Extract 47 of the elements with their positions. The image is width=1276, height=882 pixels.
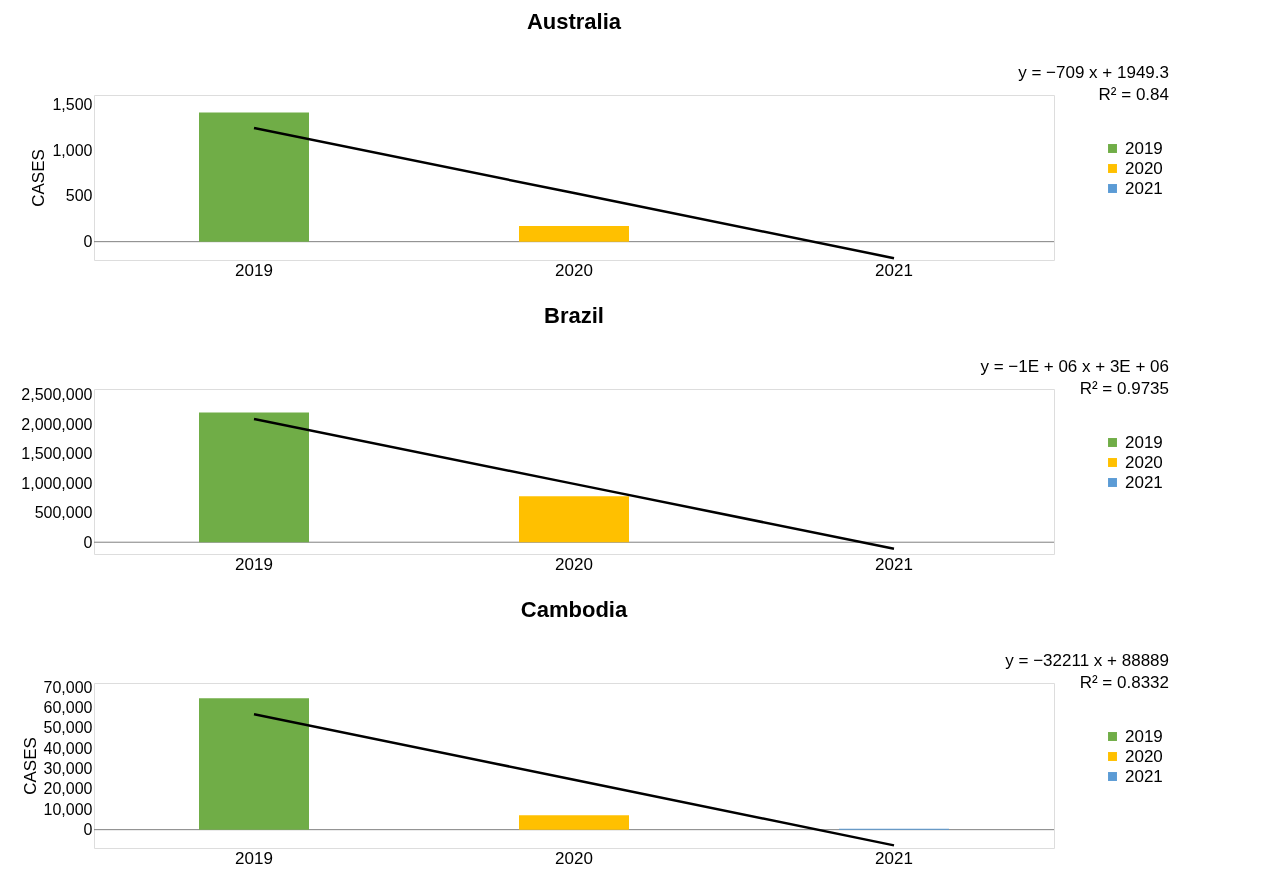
- y-tick-label: 500,000: [34, 504, 93, 522]
- y-tick-label: 1,500: [52, 95, 93, 113]
- text: y = −32211 x + 88889: [1005, 651, 1169, 670]
- x-tick-label: 2020: [555, 554, 593, 574]
- text: y = −709 x + 1949.3: [1018, 63, 1169, 82]
- y-axis-title: CASES: [29, 149, 49, 207]
- x-tick-label: 2019: [235, 260, 273, 280]
- y-tick-label: 10,000: [43, 800, 93, 818]
- legend-label: 2019: [1125, 138, 1163, 158]
- x-tick-label: 2021: [875, 848, 913, 868]
- chart-title: Australia: [526, 9, 622, 34]
- legend-label: 2021: [1125, 178, 1163, 198]
- y-tick-label: 1,000,000: [21, 474, 93, 492]
- text: R² = 0.84: [1098, 85, 1169, 104]
- y-tick-label: 500: [65, 187, 93, 205]
- y-tick-label: 20,000: [43, 780, 93, 798]
- legend-label: 2021: [1125, 472, 1163, 492]
- y-tick-label: 0: [83, 533, 93, 551]
- legend-label: 2020: [1125, 746, 1163, 766]
- text: R² = 0.8332: [1079, 673, 1169, 692]
- legend-label: 2019: [1125, 726, 1163, 746]
- x-tick-label: 2020: [555, 848, 593, 868]
- y-tick-label: 2,000,000: [21, 415, 93, 433]
- y-tick-label: 50,000: [43, 719, 93, 737]
- x-tick-label: 2020: [555, 260, 593, 280]
- chart-title: Cambodia: [520, 597, 628, 622]
- legend-label: 2020: [1125, 452, 1163, 472]
- y-tick-label: 70,000: [43, 678, 93, 696]
- y-tick-label: 40,000: [43, 739, 93, 757]
- text: y = −1E + 06 x + 3E + 06: [980, 357, 1169, 376]
- y-tick-label: 30,000: [43, 760, 93, 778]
- y-tick-label: 60,000: [43, 698, 93, 716]
- y-tick-label: 1,000: [52, 141, 93, 159]
- legend-label: 2021: [1125, 766, 1163, 786]
- legend-label: 2020: [1125, 158, 1163, 178]
- chart-title: Brazil: [544, 303, 604, 328]
- x-tick-label: 2019: [235, 848, 273, 868]
- x-tick-label: 2021: [875, 260, 913, 280]
- y-tick-label: 0: [83, 821, 93, 839]
- legend-label: 2019: [1125, 432, 1163, 452]
- y-tick-label: 0: [83, 233, 93, 251]
- y-tick-label: 2,500,000: [21, 386, 93, 404]
- text: R² = 0.9735: [1079, 379, 1169, 398]
- y-axis-title: CASES: [20, 737, 40, 795]
- y-tick-label: 1,500,000: [21, 445, 93, 463]
- x-tick-label: 2019: [235, 554, 273, 574]
- x-tick-label: 2021: [875, 554, 913, 574]
